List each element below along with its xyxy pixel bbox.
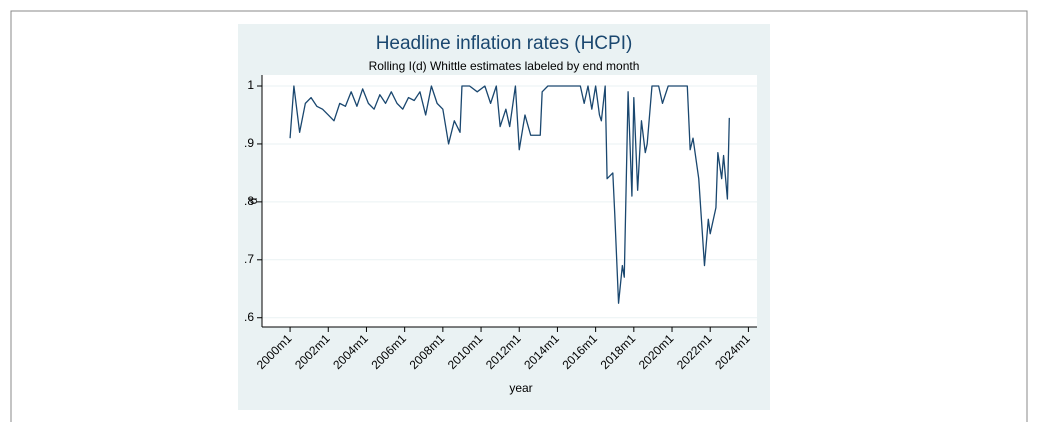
x-axis-label: year — [509, 381, 532, 395]
frame — [10, 10, 1028, 422]
plot-region — [262, 75, 757, 327]
chart-title: Headline inflation rates (HCPI) — [376, 33, 633, 54]
y-tick-label: .8 — [244, 194, 254, 208]
y-tick-label: 1 — [247, 78, 254, 92]
y-tick-label: .7 — [244, 252, 254, 266]
chart-subtitle: Rolling I(d) Whittle estimates labeled b… — [369, 59, 640, 73]
y-tick-label: .9 — [244, 136, 254, 150]
data-line — [289, 85, 730, 304]
y-axis-label: d — [246, 198, 260, 205]
y-tick-label: .6 — [244, 310, 254, 324]
